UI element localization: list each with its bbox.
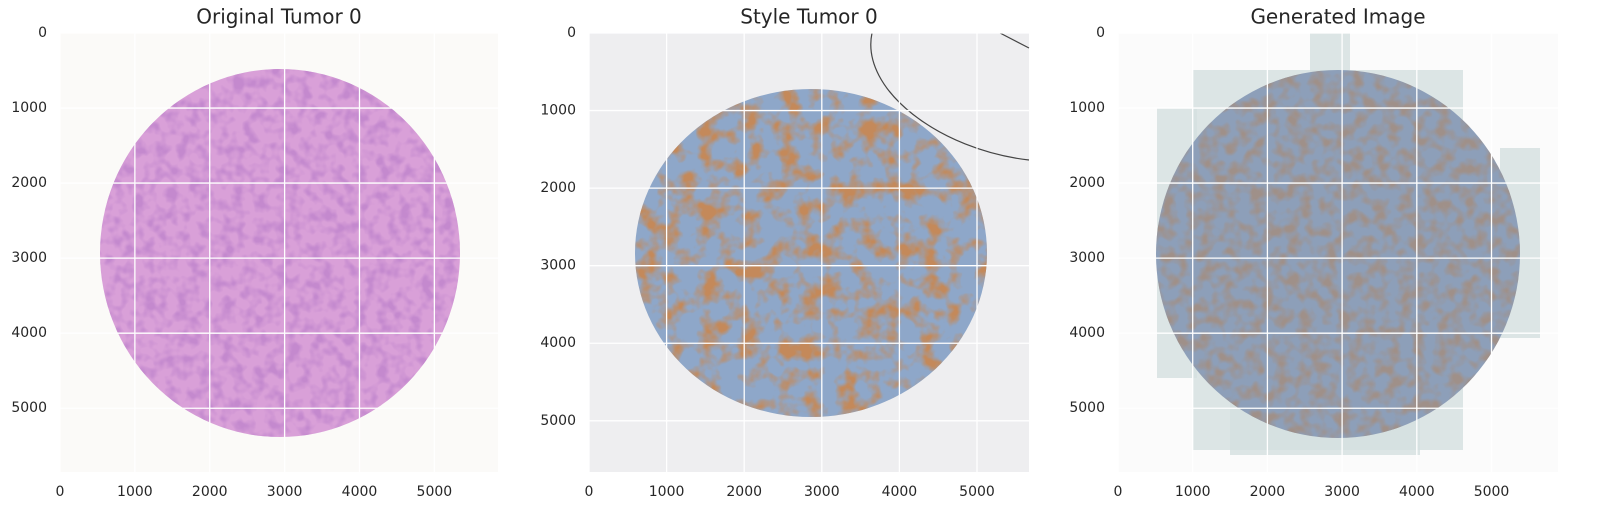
x-tick-label: 4000 [342, 484, 378, 500]
x-tick-label: 1000 [649, 484, 685, 500]
x-tick-label: 0 [585, 484, 594, 500]
tissue-texture [1156, 70, 1520, 438]
y-tick-label: 2000 [11, 175, 47, 191]
y-tick-label: 0 [38, 25, 47, 41]
y-tick-label: 5000 [11, 400, 47, 416]
x-tick-label: 0 [56, 484, 65, 500]
x-tick-label: 2000 [726, 484, 762, 500]
y-tick-label: 1000 [11, 100, 47, 116]
y-tick-label: 5000 [540, 413, 576, 429]
panel-title: Original Tumor 0 [196, 5, 362, 29]
x-tick-label: 2000 [1250, 484, 1286, 500]
x-tick-label: 1000 [117, 484, 153, 500]
tile [1310, 33, 1350, 73]
y-tick-label: 1000 [540, 103, 576, 119]
y-tick-label: 0 [1096, 25, 1105, 41]
x-tick-label: 1000 [1175, 484, 1211, 500]
y-tick-label: 3000 [1069, 250, 1105, 266]
y-tick-label: 4000 [11, 325, 47, 341]
x-tick-label: 3000 [804, 484, 840, 500]
panel-title: Style Tumor 0 [740, 5, 877, 29]
tissue-texture [635, 89, 987, 417]
y-tick-label: 3000 [540, 258, 576, 274]
x-tick-label: 0 [1114, 484, 1123, 500]
y-tick-label: 4000 [540, 335, 576, 351]
y-tick-label: 4000 [1069, 325, 1105, 341]
y-tick-label: 0 [567, 25, 576, 41]
pen-mark [870, 32, 1030, 161]
y-tick-label: 5000 [1069, 400, 1105, 416]
x-tick-label: 5000 [417, 484, 453, 500]
x-tick-label: 4000 [1399, 484, 1435, 500]
y-tick-label: 1000 [1069, 100, 1105, 116]
tissue-texture [100, 69, 460, 437]
x-tick-label: 5000 [959, 484, 995, 500]
x-tick-label: 5000 [1474, 484, 1510, 500]
panel-title: Generated Image [1250, 5, 1425, 29]
x-tick-label: 2000 [192, 484, 228, 500]
x-tick-label: 3000 [1324, 484, 1360, 500]
y-tick-label: 3000 [11, 250, 47, 266]
x-tick-label: 3000 [267, 484, 303, 500]
y-tick-label: 2000 [540, 180, 576, 196]
x-tick-label: 4000 [882, 484, 918, 500]
y-tick-label: 2000 [1069, 175, 1105, 191]
